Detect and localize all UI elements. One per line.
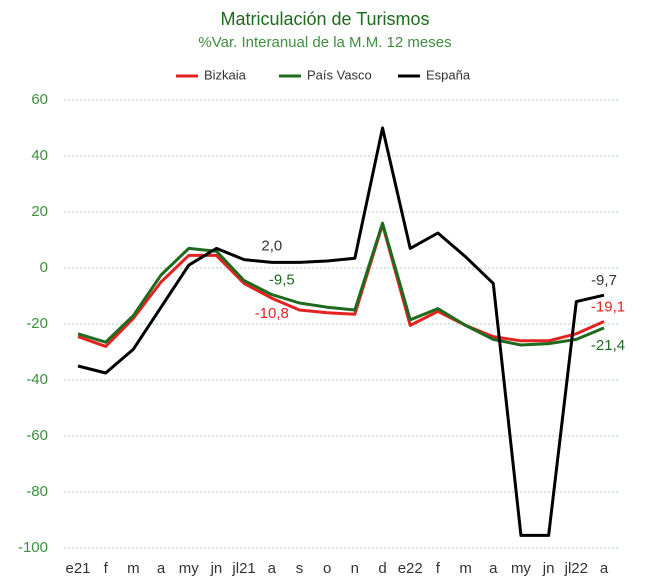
x-tick-label: a [489, 560, 498, 577]
y-tick-label: 0 [40, 259, 48, 276]
y-tick-label: -20 [26, 315, 48, 332]
x-tick-label: jl21 [231, 560, 255, 577]
x-tick-label: d [378, 560, 386, 577]
data-label: -19,1 [591, 298, 625, 315]
x-tick-label: my [511, 560, 531, 577]
x-tick-label: o [323, 560, 331, 577]
x-tick-label: jl22 [564, 560, 588, 577]
series-line [77, 223, 605, 348]
legend-label: Bizkaia [204, 67, 247, 82]
x-tick-label: a [268, 560, 277, 577]
chart-title: Matriculación de Turismos [220, 9, 429, 29]
x-tick-label: my [179, 560, 199, 577]
y-tick-label: 20 [31, 203, 48, 220]
y-tick-label: -60 [26, 427, 48, 444]
x-tick-label: jn [542, 560, 555, 577]
series-line [77, 126, 605, 537]
data-label: -21,4 [591, 337, 625, 354]
x-tick-label: s [296, 560, 304, 577]
x-tick-label: jn [210, 560, 223, 577]
data-label: -10,8 [255, 305, 289, 322]
y-tick-label: -40 [26, 371, 48, 388]
x-tick-label: m [459, 560, 472, 577]
y-tick-label: 40 [31, 147, 48, 164]
data-label: 2,0 [261, 237, 282, 254]
x-tick-label: e21 [65, 560, 90, 577]
x-tick-label: a [600, 560, 609, 577]
x-tick-label: e22 [398, 560, 423, 577]
x-tick-label: a [157, 560, 166, 577]
data-label: -9,7 [591, 272, 617, 289]
chart-subtitle: %Var. Interanual de la M.M. 12 meses [198, 34, 451, 51]
y-tick-label: 60 [31, 91, 48, 108]
legend-label: España [426, 67, 471, 82]
x-tick-label: m [127, 560, 140, 577]
data-label: -9,5 [269, 272, 295, 289]
y-tick-label: -100 [18, 539, 48, 556]
legend-label: País Vasco [307, 67, 372, 82]
x-tick-label: n [351, 560, 359, 577]
x-tick-label: f [104, 560, 109, 577]
series-line [77, 221, 605, 347]
x-tick-label: f [436, 560, 441, 577]
y-tick-label: -80 [26, 483, 48, 500]
